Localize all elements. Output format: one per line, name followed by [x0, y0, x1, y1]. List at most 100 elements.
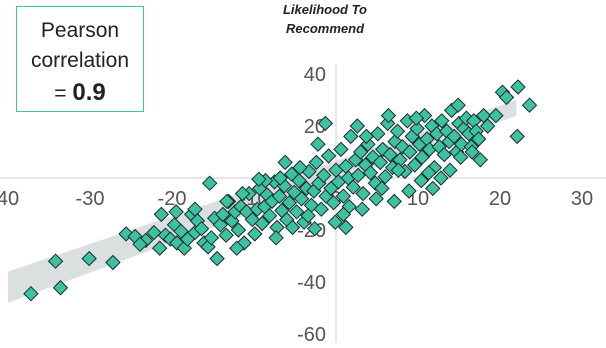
data-point — [47, 253, 64, 269]
data-point — [362, 165, 379, 181]
data-point — [52, 280, 69, 296]
correlation-callout: Pearson correlation = 0.9 — [16, 6, 144, 112]
data-point — [450, 97, 466, 113]
y-axis-title: Likelihood To Recommend — [250, 0, 400, 38]
data-point — [413, 172, 429, 189]
data-point — [268, 230, 284, 246]
data-point — [343, 128, 359, 145]
data-point — [153, 206, 170, 223]
data-point — [402, 144, 418, 160]
data-point — [390, 162, 407, 178]
data-point — [277, 154, 293, 171]
data-point — [350, 167, 366, 184]
data-point — [203, 230, 220, 246]
data-point — [284, 219, 301, 236]
data-point — [464, 144, 480, 160]
data-point — [317, 115, 334, 132]
data-point — [470, 131, 487, 147]
data-point — [81, 250, 97, 267]
y-tick-label: -40 — [297, 272, 326, 294]
y-tick-label: -60 — [297, 324, 326, 346]
data-point — [168, 204, 184, 220]
x-tick-label: -20 — [158, 188, 187, 210]
data-point — [146, 224, 162, 241]
data-point — [325, 194, 342, 211]
data-point — [132, 236, 148, 253]
data-point — [261, 207, 278, 224]
data-point — [320, 148, 337, 164]
data-point — [408, 110, 425, 126]
data-point — [345, 179, 361, 195]
callout-line-3: = 0.9 — [17, 79, 143, 107]
data-point — [358, 128, 375, 145]
y-axis-title-line1: Likelihood To — [282, 2, 367, 17]
data-point — [382, 146, 398, 163]
x-tick-label: -30 — [76, 188, 105, 210]
data-point — [215, 206, 231, 223]
data-point — [509, 128, 525, 145]
data-point — [306, 220, 323, 237]
data-point — [338, 219, 354, 236]
data-point — [151, 240, 168, 256]
data-point — [271, 188, 288, 204]
data-point — [374, 180, 390, 197]
data-point — [434, 113, 450, 129]
data-point — [251, 171, 267, 188]
data-point — [386, 193, 402, 210]
data-point — [368, 191, 384, 207]
data-point — [498, 89, 515, 106]
data-point — [354, 201, 370, 217]
data-point — [293, 191, 310, 207]
data-point — [327, 214, 343, 230]
x-tick-label: 20 — [489, 188, 511, 210]
data-point — [349, 118, 366, 134]
callout-line-2: correlation — [30, 49, 130, 72]
data-point — [187, 201, 203, 217]
data-point — [436, 146, 452, 163]
data-point — [218, 227, 234, 243]
data-point — [433, 170, 449, 186]
data-point — [313, 201, 329, 217]
data-point — [254, 215, 270, 232]
data-point — [315, 167, 332, 184]
data-point — [291, 172, 307, 189]
data-point — [292, 159, 308, 176]
y-axis-title-line2: Recommend — [285, 21, 365, 36]
data-point — [247, 226, 263, 242]
data-point — [229, 240, 245, 256]
data-point — [288, 204, 305, 220]
data-point — [212, 217, 229, 233]
data-point — [409, 120, 425, 137]
data-point — [352, 144, 369, 160]
data-point — [446, 128, 462, 145]
data-point — [521, 97, 538, 113]
x-tick-label: 40 — [0, 188, 19, 210]
callout-equals: = — [54, 82, 73, 105]
data-point — [272, 170, 288, 186]
data-point — [452, 149, 469, 165]
correlation-value: 0.9 — [72, 79, 106, 106]
data-point — [333, 141, 349, 158]
data-point — [442, 162, 458, 178]
data-point — [472, 152, 489, 168]
data-point — [310, 136, 326, 152]
data-point — [281, 194, 297, 211]
data-point — [202, 175, 218, 191]
data-point — [389, 123, 406, 139]
data-point — [420, 165, 437, 181]
data-point — [414, 149, 430, 165]
data-point — [23, 285, 39, 302]
data-point — [209, 250, 225, 267]
x-tick-label: 30 — [571, 188, 593, 210]
data-point — [300, 207, 316, 224]
data-point — [479, 118, 496, 134]
data-point — [335, 188, 352, 204]
callout-line-1: Pearson — [40, 19, 120, 42]
data-point — [193, 220, 210, 237]
data-point — [234, 185, 251, 202]
data-point — [488, 107, 504, 124]
data-point — [335, 206, 352, 223]
data-point — [370, 126, 386, 142]
data-point — [380, 107, 397, 124]
